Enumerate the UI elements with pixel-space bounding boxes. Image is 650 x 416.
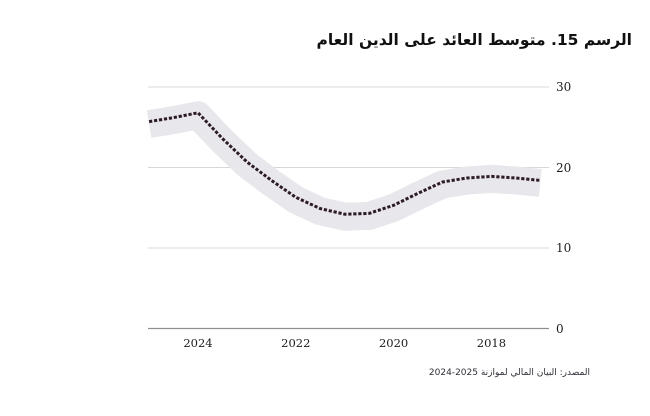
- average-yield-line: [148, 111, 541, 216]
- chart-title: الرسم 15. متوسط العائد على الدين العام: [316, 31, 633, 49]
- x-tick-label-2018: 2018: [476, 336, 507, 350]
- x-tick-label-2020: 2020: [378, 336, 409, 350]
- y-tick-label-20: 20: [556, 160, 572, 175]
- y-tick-label-10: 10: [556, 241, 572, 255]
- x-tick-label-2024: 2024: [183, 336, 213, 350]
- source-note: المصدر: البيان المالي لموازنة 2025-2024: [428, 368, 590, 378]
- y-tick-label-0: 0: [556, 321, 564, 336]
- y-tick-label-30: 30: [556, 80, 572, 94]
- x-tick-label-2022: 2022: [281, 336, 311, 350]
- confidence-band: [146, 101, 542, 231]
